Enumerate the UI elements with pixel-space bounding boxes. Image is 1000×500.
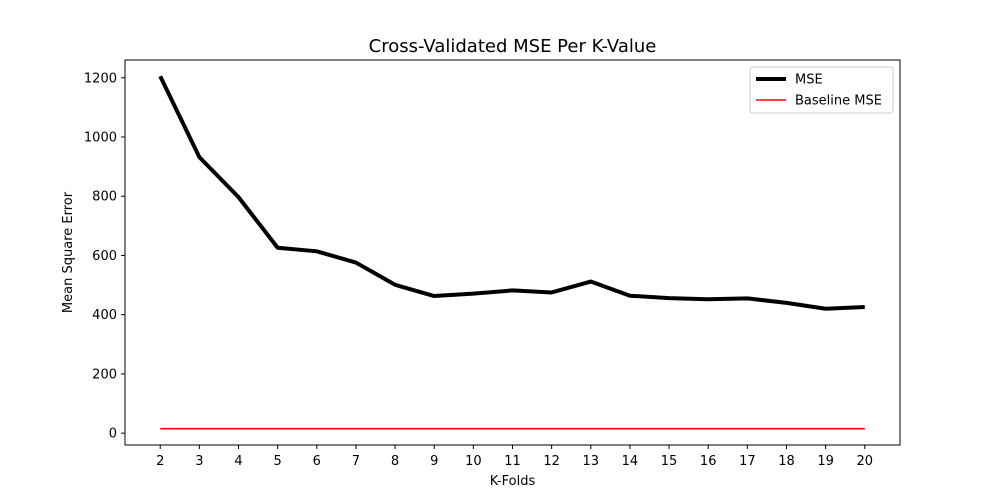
y-axis: 0 200 400 600 800 1000 1200 — [84, 71, 125, 442]
x-tick-label: 4 — [234, 454, 242, 469]
x-tick-label: 13 — [583, 454, 600, 469]
y-tick-label: 200 — [92, 367, 117, 382]
x-tick-label: 6 — [313, 454, 321, 469]
y-tick-label: 1200 — [84, 71, 117, 86]
legend-label: MSE — [795, 73, 823, 88]
y-tick-label: 600 — [92, 249, 117, 264]
x-tick-label: 16 — [700, 454, 717, 469]
x-tick-label: 5 — [274, 454, 282, 469]
x-tick-label: 15 — [661, 454, 678, 469]
y-tick-label: 1000 — [84, 131, 117, 146]
y-tick-label: 0 — [109, 427, 117, 442]
plot-area — [158, 75, 865, 430]
legend: MSE Baseline MSE — [749, 66, 894, 114]
x-tick-label: 14 — [622, 454, 639, 469]
y-axis-label: Mean Square Error — [61, 191, 76, 313]
y-tick-label: 400 — [92, 308, 117, 323]
x-tick-label: 7 — [352, 454, 360, 469]
x-tick-label: 19 — [817, 454, 834, 469]
x-tick-label: 20 — [856, 454, 873, 469]
x-tick-label: 10 — [465, 454, 482, 469]
x-axis: 2 3 4 5 6 7 8 9 10 11 12 13 14 15 16 17 18 19 20 — [156, 445, 873, 469]
x-tick-label: 18 — [778, 454, 795, 469]
x-tick-label: 3 — [195, 454, 203, 469]
x-tick-label: 9 — [430, 454, 438, 469]
legend-label: Baseline MSE — [795, 94, 882, 109]
y-tick-label: 800 — [92, 190, 117, 205]
chart-title: Cross-Validated MSE Per K-Value — [369, 36, 657, 57]
plot-frame — [124, 59, 901, 446]
x-tick-label: 8 — [391, 454, 399, 469]
x-axis-label: K-Folds — [490, 474, 536, 489]
x-tick-label: 2 — [156, 454, 164, 469]
x-tick-label: 11 — [504, 454, 521, 469]
x-tick-label: 17 — [739, 454, 756, 469]
x-tick-label: 12 — [543, 454, 560, 469]
